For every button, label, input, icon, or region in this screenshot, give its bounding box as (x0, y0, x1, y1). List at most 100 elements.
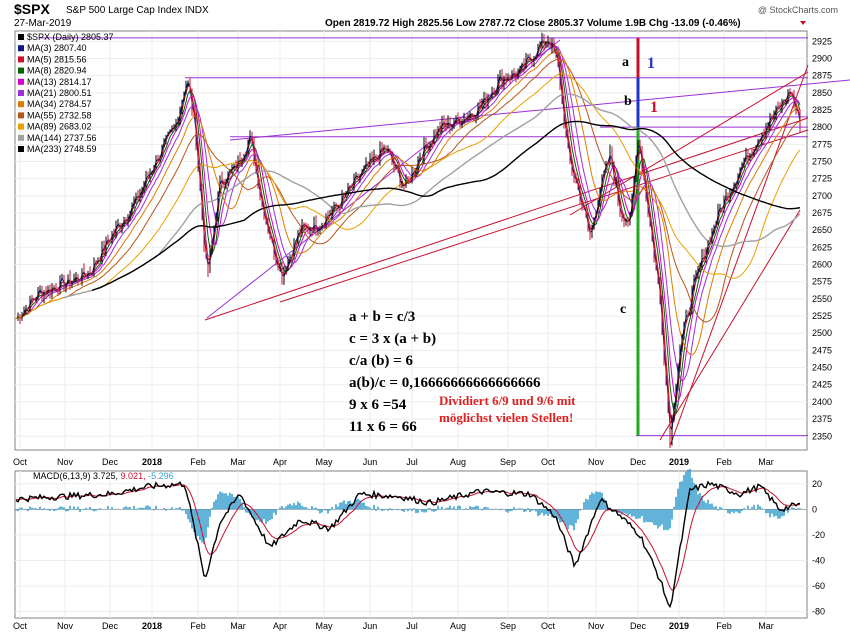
month-label: Jun (363, 457, 378, 467)
month-label: Feb (190, 457, 206, 467)
month-label: Apr (273, 457, 287, 467)
eq-6: 11 x 6 = 66 (349, 419, 417, 435)
trend-line (204, 117, 809, 321)
eq-1: a + b = c/3 (349, 309, 415, 325)
seg-b-label: b (624, 94, 632, 109)
month-label: Dec (102, 621, 119, 631)
price-tick-label: 2800 (812, 122, 832, 132)
ma-line-6 (15, 50, 801, 356)
legend-swatch (18, 90, 24, 96)
month-label: Mar (758, 457, 774, 467)
month-label: Oct (541, 457, 556, 467)
month-label: 2018 (142, 457, 162, 467)
legend-swatch (18, 146, 24, 152)
month-label: Oct (541, 621, 556, 631)
eq-4: a(b)/c = 0,16666666666666666 (349, 375, 541, 391)
legend-swatch (18, 45, 24, 52)
ma-line-7 (15, 58, 801, 323)
trend-line (669, 64, 809, 447)
legend-entry: MA(34) 2784.57 (27, 99, 92, 109)
month-label: 2019 (669, 621, 689, 631)
legend-entry: MA(233) 2748.59 (27, 144, 97, 154)
symbol: $SPX (14, 1, 50, 17)
legend-swatch (18, 101, 24, 108)
month-label: Sep (500, 457, 516, 467)
legend-entry: MA(5) 2815.56 (27, 54, 87, 64)
price-tick-label: 2775 (812, 139, 832, 149)
price-tick-label: 2575 (812, 277, 832, 287)
macd-tick-label: -80 (812, 607, 825, 617)
ma-line-9 (63, 93, 801, 299)
trend-line (229, 79, 850, 141)
macd-line (15, 480, 801, 609)
month-label: Mar (230, 621, 246, 631)
legend-entry: MA(89) 2683.02 (27, 122, 92, 132)
eq-2: c = 3 x (a + b) (349, 331, 436, 347)
price-tick-label: 2475 (812, 345, 832, 355)
price-tick-label: 2750 (812, 157, 832, 167)
legend-swatch (18, 56, 24, 63)
down-arrow-icon (800, 21, 806, 25)
price-tick-label: 2400 (812, 397, 832, 407)
legend-swatch (18, 134, 24, 141)
month-label: Nov (588, 621, 605, 631)
price-tick-label: 2875 (812, 71, 832, 81)
month-label: Mar (230, 457, 246, 467)
price-tick-label: 2675 (812, 208, 832, 218)
price-tick-label: 2700 (812, 191, 832, 201)
month-label: Nov (57, 621, 74, 631)
month-label: May (315, 457, 333, 467)
price-tick-label: 2625 (812, 242, 832, 252)
eq-5: 9 x 6 =54 (349, 397, 407, 413)
price-tick-label: 2550 (812, 294, 832, 304)
legend-entry: MA(8) 2820.94 (27, 66, 87, 76)
trend-line (659, 209, 801, 441)
ma-line-5 (15, 45, 801, 382)
month-label: Dec (630, 621, 647, 631)
month-label: Dec (102, 457, 119, 467)
month-label: Jul (406, 457, 418, 467)
month-label: Feb (190, 621, 206, 631)
macd-tick-label: -40 (812, 555, 825, 565)
price-tick-label: 2900 (812, 53, 832, 63)
chart-date: 27-Mar-2019 (14, 18, 72, 29)
macd-tick-label: -60 (812, 581, 825, 591)
note-2: möglichst vielen Stellen! (439, 410, 573, 425)
seg-a-number: 1 (647, 55, 655, 72)
seg-a-label: a (622, 55, 629, 70)
month-label: May (315, 621, 333, 631)
price-tick-label: 2925 (812, 36, 832, 46)
trend-line (279, 129, 809, 303)
macd-panel (14, 470, 808, 619)
ma-line-10 (91, 120, 801, 292)
note-1: Dividiert 6/9 und 9/6 mit (439, 393, 576, 408)
month-label: Jul (406, 621, 418, 631)
price-tick-label: 2425 (812, 380, 832, 390)
macd-histogram-value: -5.296 (148, 471, 174, 481)
price-tick-label: 2350 (812, 431, 832, 441)
macd-signal-line (15, 484, 801, 591)
month-label: Oct (13, 457, 28, 467)
month-label: Sep (500, 621, 516, 631)
eq-3: c/a (b) = 6 (349, 353, 413, 369)
seg-b-number: 1 (650, 99, 658, 116)
legend-entry: $SPX (Daily) 2805.37 (27, 32, 114, 42)
price-tick-label: 2500 (812, 328, 832, 338)
legend-swatch (18, 112, 24, 119)
price-tick-label: 2525 (812, 311, 832, 321)
macd-tick-label: -20 (812, 530, 825, 540)
macd-label: MACD(6,13,9) 3.725, 9.021, -5.296 (33, 471, 174, 481)
legend-swatch (18, 34, 24, 40)
macd-tick-label: 0 (812, 504, 817, 514)
price-tick-label: 2725 (812, 174, 832, 184)
month-label: 2019 (669, 457, 689, 467)
price-tick-label: 2450 (812, 363, 832, 373)
legend-swatch (18, 123, 24, 130)
watermark: @ StockCharts.com (758, 5, 838, 15)
index-name: S&P 500 Large Cap Index INDX (66, 5, 209, 16)
month-label: Nov (588, 457, 605, 467)
legend-entry: MA(21) 2800.51 (27, 88, 92, 98)
month-label: Nov (57, 457, 74, 467)
legend-swatch (18, 78, 24, 85)
month-label: Jun (363, 621, 378, 631)
